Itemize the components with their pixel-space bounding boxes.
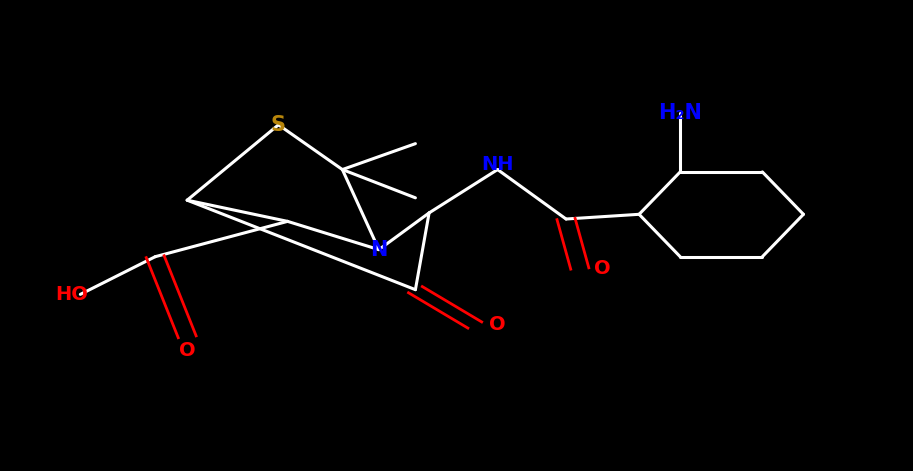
Text: HO: HO: [55, 285, 88, 304]
Text: NH: NH: [481, 155, 514, 174]
Text: S: S: [271, 115, 286, 135]
Text: O: O: [594, 259, 611, 278]
Text: H₂N: H₂N: [658, 103, 702, 123]
Text: O: O: [489, 316, 506, 334]
Text: O: O: [179, 341, 195, 360]
Text: N: N: [370, 240, 388, 260]
